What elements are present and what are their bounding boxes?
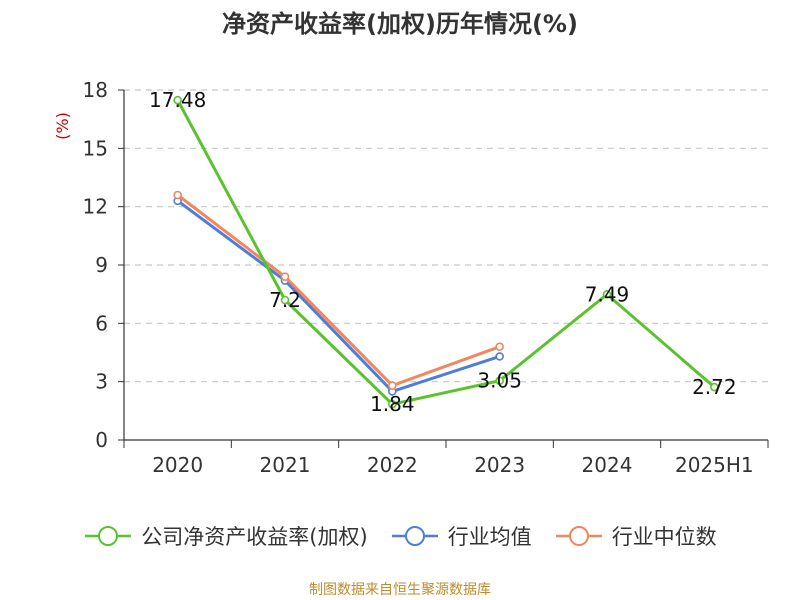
data-label: 3.05 (477, 369, 522, 393)
x-tick-label: 2021 (260, 453, 311, 477)
data-labels: 17.48 7.2 1.84 3.05 7.49 2.72 (149, 88, 737, 416)
data-point (495, 352, 504, 361)
gridlines (124, 89, 768, 383)
data-point (495, 376, 504, 385)
y-tick-label: 0 (95, 428, 108, 452)
chart-title: 净资产收益率(加权)历年情况(%) (222, 10, 578, 38)
y-tick-labels: 0 3 6 9 12 15 18 (83, 78, 108, 452)
data-point (495, 342, 504, 351)
legend-line-marker-icon (555, 526, 602, 546)
data-point (710, 382, 719, 392)
legend-line-marker-icon (85, 526, 132, 546)
series-line (176, 99, 716, 406)
data-point (602, 290, 612, 299)
data-point (388, 381, 397, 390)
legend-label: 行业均值 (447, 525, 532, 549)
data-label: 7.49 (585, 282, 630, 306)
data-point (388, 399, 397, 409)
x-tick-label: 2020 (152, 453, 203, 477)
data-point (280, 295, 290, 305)
y-tick-label: 15 (83, 136, 108, 160)
legend-item[interactable]: 行业均值 (390, 521, 532, 551)
x-tick-labels: 2020 2021 2022 2023 2024 2025H1 (152, 453, 753, 477)
y-tick-label: 6 (95, 311, 108, 335)
y-tick-label: 9 (95, 253, 108, 277)
data-point (280, 272, 290, 281)
data-point (173, 190, 182, 200)
series-lines (173, 95, 719, 409)
x-tick-label: 2025H1 (675, 453, 754, 477)
legend: 公司净资产收益率(加权) 行业均值 行业中位数 (0, 521, 800, 551)
x-tick-label: 2022 (367, 453, 418, 477)
legend-item[interactable]: 行业中位数 (554, 521, 717, 551)
x-tick-label: 2023 (474, 453, 525, 477)
legend-label: 公司净资产收益率(加权) (141, 525, 368, 549)
series-line (176, 193, 501, 388)
source-note: 制图数据来自恒生聚源数据库 (309, 582, 491, 598)
y-tick-label: 18 (83, 78, 108, 102)
y-tick-label: 3 (95, 370, 108, 394)
legend-line-marker-icon (391, 526, 438, 546)
series-line (176, 199, 501, 393)
x-tick-label: 2024 (582, 453, 633, 477)
y-tick-label: 12 (83, 195, 108, 219)
data-label: 7.2 (269, 288, 301, 312)
data-label: 2.72 (692, 375, 737, 399)
axes (118, 89, 769, 448)
legend-label: 行业中位数 (611, 525, 717, 549)
legend-item[interactable]: 公司净资产收益率(加权) (83, 521, 368, 551)
data-label: 17.48 (149, 88, 206, 112)
y-axis-title: (%) (53, 112, 72, 140)
data-label: 1.84 (370, 392, 415, 416)
data-point (173, 95, 182, 105)
